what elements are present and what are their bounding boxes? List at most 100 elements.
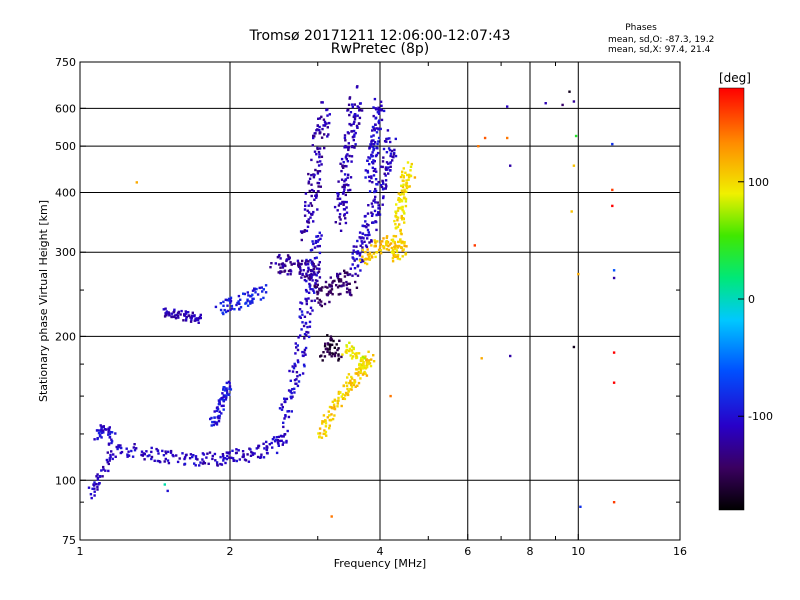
echo-point [327,290,331,294]
echo-point [162,308,165,311]
echo-point [266,446,269,449]
echo-point [285,259,288,263]
echo-point [404,204,408,208]
echo-point [102,425,105,428]
echo-point [408,185,411,188]
echo-point [215,409,219,413]
echo-point [405,186,409,190]
echo-point [379,252,383,255]
echo-point [280,270,283,273]
echo-point [333,398,336,401]
echo-point [382,182,385,185]
echo-point [387,162,390,165]
echo-point [353,259,356,262]
echo-point [354,113,357,116]
echo-point [401,179,404,182]
echo-point [381,203,384,206]
echo-point [329,289,332,292]
echo-point [366,159,369,162]
echo-point [108,432,112,436]
echo-point [350,381,354,385]
echo-point [338,284,341,288]
echo-point [396,225,400,229]
echo-point [346,160,350,163]
echo-point [315,285,319,288]
echo-point [304,192,308,195]
echo-point [329,291,333,294]
echo-point [314,282,317,285]
echo-point [401,240,404,243]
echo-point [194,455,198,458]
echo-point [312,242,315,246]
echo-point [157,452,160,455]
echo-point [311,269,314,273]
echo-point [255,447,258,450]
echo-point [372,221,375,224]
echo-point [355,245,358,248]
echo-point [371,181,374,184]
echo-point [385,140,388,143]
echo-point [396,257,400,260]
echo-point [370,135,373,138]
echo-point [114,455,117,458]
echo-point [396,209,400,212]
y-tick-label: 400 [55,186,76,199]
echo-point [323,133,326,136]
echo-point [374,116,378,119]
echo-point [110,438,113,441]
echo-point [377,248,381,252]
echo-point [93,494,96,497]
echo-point [400,184,403,187]
echo-point [305,279,308,283]
echo-point [301,272,304,276]
echo-point [120,446,123,450]
echo-point [306,270,310,273]
echo-point [259,298,263,301]
echo-point [340,285,343,288]
echo-point [349,388,352,391]
echo-point [375,108,378,111]
echo-point [282,435,285,438]
echo-point [107,427,110,430]
echo-point [150,455,154,459]
echo-point [356,114,359,117]
echo-point [318,427,322,430]
echo-point [350,385,354,388]
echo-point [305,302,308,306]
echo-point [229,296,233,299]
echo-point [401,185,405,189]
echo-point [286,254,290,257]
echo-point [255,287,258,291]
echo-point [338,222,342,225]
echo-point [336,276,340,279]
echo-point [346,290,349,294]
echo-point [355,356,359,359]
echo-point [342,397,345,400]
echo-point [102,465,105,469]
echo-point [289,270,293,273]
echo-point [343,146,346,149]
echo-point [317,164,321,167]
echo-point [320,234,323,237]
echo-point [372,139,375,142]
echo-point [348,96,352,99]
echo-point [99,430,102,433]
echo-point [230,304,234,308]
echo-point [166,489,169,493]
echo-point [245,301,248,304]
echo-point [318,298,321,302]
echo-point [318,276,322,279]
echo-point [324,285,327,289]
echo-point [150,457,153,461]
echo-point [394,235,398,238]
echo-point [286,273,289,276]
echo-point [110,441,113,445]
echo-point [338,213,342,216]
echo-point [283,417,286,420]
echo-point [356,105,359,108]
echo-point [320,436,324,439]
echo-point [342,202,345,205]
echo-point [194,317,197,320]
echo-point [298,265,302,269]
